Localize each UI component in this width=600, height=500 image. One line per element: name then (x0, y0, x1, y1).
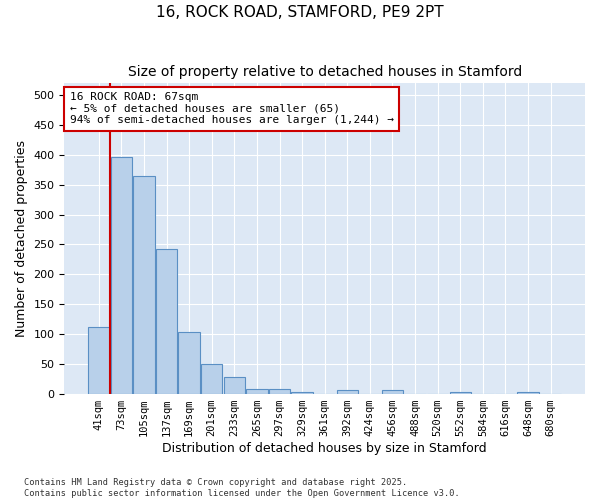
Bar (156, 248, 177, 394)
Text: Contains HM Land Registry data © Crown copyright and database right 2025.
Contai: Contains HM Land Registry data © Crown c… (24, 478, 460, 498)
Bar (178, 332, 200, 394)
Bar (110, 156, 132, 394)
Y-axis label: Number of detached properties: Number of detached properties (15, 140, 28, 337)
Bar (224, 376, 245, 394)
Bar (133, 176, 155, 394)
Text: 16, ROCK ROAD, STAMFORD, PE9 2PT: 16, ROCK ROAD, STAMFORD, PE9 2PT (156, 5, 444, 20)
Bar (337, 390, 358, 394)
Text: 16 ROCK ROAD: 67sqm
← 5% of detached houses are smaller (65)
94% of semi-detache: 16 ROCK ROAD: 67sqm ← 5% of detached hou… (70, 92, 394, 126)
Bar (201, 364, 223, 394)
Bar (88, 327, 110, 394)
Bar (517, 392, 539, 394)
Bar (382, 390, 403, 394)
Title: Size of property relative to detached houses in Stamford: Size of property relative to detached ho… (128, 65, 522, 79)
Bar (269, 388, 290, 394)
Bar (449, 392, 471, 394)
Bar (246, 388, 268, 394)
X-axis label: Distribution of detached houses by size in Stamford: Distribution of detached houses by size … (163, 442, 487, 455)
Bar (292, 392, 313, 394)
